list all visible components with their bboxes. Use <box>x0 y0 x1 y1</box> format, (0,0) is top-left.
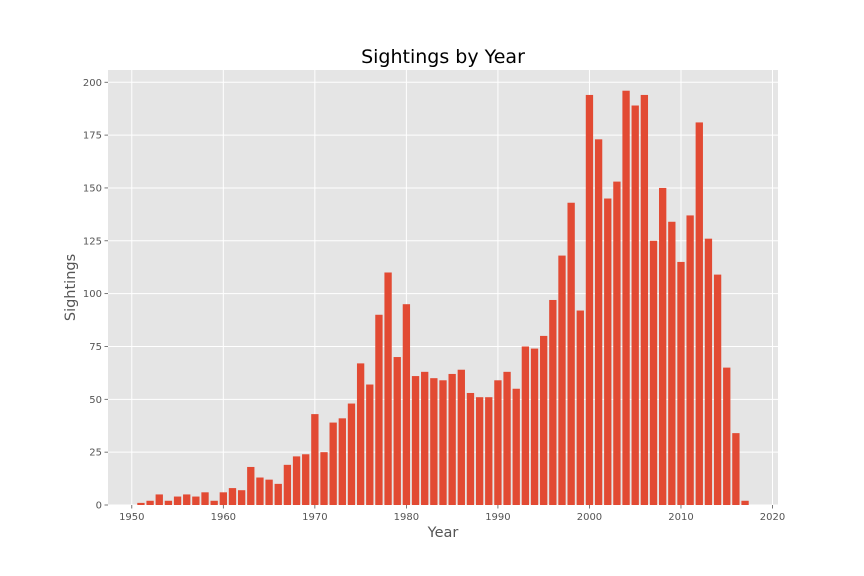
x-axis-ticks: 1950 1960 1970 1980 1990 2000 2010 2020 <box>119 505 785 523</box>
y-axis-ticks: 0 25 50 75 100 125 150 175 200 <box>83 78 108 512</box>
bar <box>247 466 255 505</box>
bar <box>274 483 282 505</box>
bar <box>475 397 484 505</box>
y-tick-label: 25 <box>89 448 102 459</box>
bar <box>631 105 639 506</box>
x-tick-label: 1990 <box>485 512 510 523</box>
bar <box>686 215 694 506</box>
bar <box>576 310 584 505</box>
bar <box>466 392 475 505</box>
bar <box>347 403 356 505</box>
x-tick-label: 1950 <box>119 512 144 523</box>
bar <box>439 380 447 505</box>
x-tick-label: 2020 <box>760 512 785 523</box>
y-axis-label: Sightings <box>63 254 79 321</box>
y-tick-label: 150 <box>83 183 102 194</box>
bar <box>146 500 154 505</box>
bar <box>183 494 191 505</box>
bar <box>723 367 731 505</box>
bar <box>485 397 493 505</box>
bar <box>613 181 621 505</box>
bar <box>741 500 749 505</box>
bar <box>411 376 420 505</box>
bar <box>521 346 530 505</box>
bar <box>585 94 594 506</box>
bars <box>137 90 749 506</box>
bar <box>503 371 511 505</box>
x-tick-label: 2010 <box>668 512 693 523</box>
bar <box>659 187 667 505</box>
bar <box>393 357 401 505</box>
bar <box>494 380 502 505</box>
chart-title: Sightings by Year <box>361 46 525 68</box>
y-tick-label: 100 <box>83 289 102 300</box>
bar <box>668 221 676 505</box>
bar <box>311 414 319 505</box>
x-tick-label: 1960 <box>211 512 236 523</box>
bar <box>375 314 383 505</box>
bar <box>356 363 365 505</box>
y-tick-label: 125 <box>83 236 102 247</box>
bar <box>549 299 557 505</box>
bar <box>649 240 658 505</box>
bar <box>421 371 429 505</box>
bar <box>567 202 575 505</box>
bar <box>530 348 539 505</box>
bar <box>457 369 465 505</box>
bar <box>558 255 566 505</box>
bar <box>604 198 612 505</box>
bar <box>677 261 685 505</box>
x-tick-label: 1980 <box>394 512 419 523</box>
bar <box>704 238 713 505</box>
y-tick-label: 75 <box>89 342 102 353</box>
y-tick-label: 175 <box>83 131 102 142</box>
bar <box>237 490 246 505</box>
bar <box>540 335 548 505</box>
x-axis-label: Year <box>427 525 459 541</box>
bar <box>155 494 163 505</box>
bar <box>256 477 264 505</box>
bar <box>732 433 740 505</box>
bar <box>164 500 173 505</box>
x-tick-label: 1970 <box>302 512 327 523</box>
bar <box>283 464 292 505</box>
bar <box>448 373 456 505</box>
bar <box>137 502 145 505</box>
bar <box>292 456 301 505</box>
bar <box>201 492 209 505</box>
y-tick-label: 50 <box>89 395 102 406</box>
bar <box>695 122 703 505</box>
y-tick-label: 200 <box>83 78 102 89</box>
bar <box>192 496 200 505</box>
bar <box>320 452 328 505</box>
bar <box>210 500 218 505</box>
bar <box>265 479 273 505</box>
x-tick-label: 2000 <box>577 512 602 523</box>
bar <box>302 454 310 505</box>
bar <box>402 304 411 505</box>
bar <box>640 94 649 506</box>
bar <box>622 90 630 505</box>
bar <box>366 384 374 505</box>
bar <box>228 488 237 505</box>
bar <box>329 422 337 505</box>
bar <box>219 492 227 505</box>
bar <box>384 272 392 505</box>
y-tick-label: 0 <box>96 501 102 512</box>
bar <box>173 496 182 505</box>
bar <box>713 274 722 505</box>
bar <box>430 378 438 505</box>
bar <box>338 418 346 505</box>
bar <box>512 388 520 505</box>
bar <box>594 139 603 505</box>
